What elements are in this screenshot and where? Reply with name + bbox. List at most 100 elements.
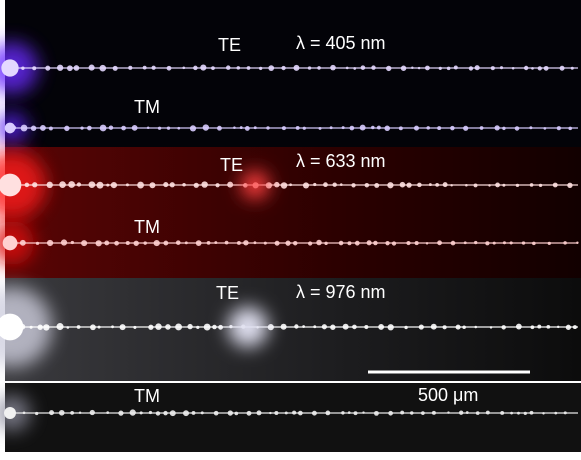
scatter-spot [58, 409, 65, 416]
scatter-spot [339, 183, 343, 186]
scatter-spot [76, 182, 82, 187]
scatter-spot [413, 125, 419, 131]
scatter-spot [263, 241, 267, 245]
scatter-spot [169, 182, 175, 188]
scatter-spot [316, 239, 322, 246]
scatter-spot [510, 411, 513, 415]
scatter-spot [563, 241, 567, 245]
scatter-spot [386, 65, 392, 72]
scatter-spot [214, 241, 218, 245]
scatter-spot [78, 411, 82, 414]
scatter-spot [56, 323, 64, 331]
scatter-spot [428, 183, 432, 187]
scatter-spot [489, 326, 493, 329]
scatter-spot [114, 240, 119, 246]
scatter-spot [515, 323, 522, 330]
scatter-spot [280, 182, 288, 189]
scatter-spot [463, 125, 469, 131]
tm-label: TM [134, 97, 160, 117]
scatter-spot [217, 125, 222, 131]
scatter-spot [274, 181, 280, 188]
scatter-spot [502, 241, 506, 245]
scatter-spot [151, 65, 156, 70]
scatter-spot [552, 182, 558, 188]
scatter-spot [485, 410, 490, 415]
scatter-spot [39, 124, 46, 131]
scatter-spot [347, 241, 352, 246]
scatter-spot [492, 241, 496, 245]
source-spot [0, 313, 24, 341]
scatter-spot [373, 240, 378, 246]
scatter-spot [400, 410, 405, 415]
scatter-spot [73, 65, 80, 71]
scatter-spot [193, 65, 198, 71]
scatter-spot [499, 66, 504, 70]
scatter-spot [246, 410, 252, 416]
scatter-spot [139, 411, 143, 415]
scatter-spot [97, 325, 101, 329]
scatter-spot [546, 324, 551, 329]
scatter-spot [465, 183, 468, 187]
scatter-spot [95, 240, 102, 247]
scatter-spot [442, 182, 448, 188]
scatter-spot [239, 126, 243, 130]
scatter-spot [494, 125, 500, 131]
te-label: TE [220, 155, 243, 175]
scatter-spot [146, 126, 150, 130]
scatter-spot [289, 183, 292, 187]
scatter-spot [385, 241, 390, 246]
scatter-spot [417, 66, 421, 70]
scatter-spot [529, 410, 534, 415]
scatter-spot [391, 241, 397, 246]
scatter-spot [49, 410, 55, 416]
tm-label: TM [134, 386, 160, 406]
scatter-spot [195, 240, 202, 247]
scatter-spot [218, 324, 223, 330]
scatter-spot [66, 326, 70, 329]
scatter-spot [106, 411, 110, 414]
panel-976-tm [5, 383, 581, 452]
scatter-spot [313, 182, 317, 187]
scatter-spot [182, 66, 186, 70]
scatter-spot [474, 240, 478, 245]
scatter-spot [532, 241, 536, 246]
scatter-spot [274, 240, 280, 246]
scatter-spot [189, 125, 197, 132]
scatter-spot [563, 411, 567, 415]
scatter-spot [169, 410, 176, 417]
scatter-spot [474, 325, 478, 329]
scatter-spot [325, 410, 331, 416]
scatter-spot [437, 126, 442, 131]
scatter-spot [104, 240, 110, 246]
scatter-spot [473, 183, 478, 188]
scatter-spot [175, 240, 181, 245]
scatter-spot [384, 125, 390, 132]
scatter-spot [317, 66, 321, 70]
scatter-spot [108, 125, 114, 130]
scatter-spot [19, 239, 26, 246]
scatter-spot [323, 182, 328, 188]
scatter-spot [353, 67, 357, 70]
scatter-spot [376, 125, 381, 130]
scatter-spot [442, 325, 447, 330]
scatter-spot [206, 241, 211, 245]
scatter-spot [215, 183, 220, 188]
scatter-spot [236, 241, 241, 245]
scatter-spot [450, 240, 456, 246]
scatter-spot [24, 182, 30, 188]
scatter-spot [193, 182, 199, 188]
scatter-spot [537, 66, 542, 71]
scatter-spot [137, 181, 144, 189]
scatter-spot [542, 412, 545, 415]
scatter-spot [266, 126, 270, 130]
scatter-spot [110, 181, 118, 189]
scatter-spot [547, 241, 551, 245]
scatter-spot [163, 410, 168, 416]
scatter-spot [46, 181, 53, 189]
scatter-spot [435, 182, 440, 187]
scatter-spot [371, 65, 376, 70]
scatter-spot [387, 182, 394, 189]
scatter-spot [431, 410, 436, 415]
scatter-spot [501, 325, 506, 330]
